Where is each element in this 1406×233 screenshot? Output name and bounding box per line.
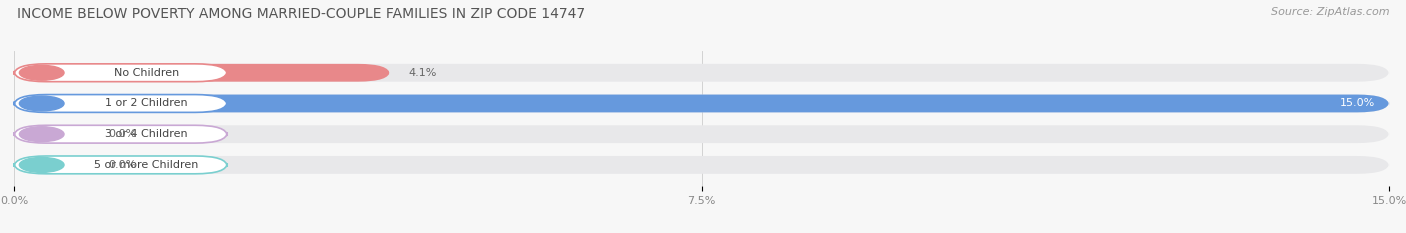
Text: 1 or 2 Children: 1 or 2 Children bbox=[105, 99, 187, 109]
Text: No Children: No Children bbox=[114, 68, 179, 78]
FancyBboxPatch shape bbox=[14, 125, 1389, 143]
Text: 4.1%: 4.1% bbox=[408, 68, 437, 78]
FancyBboxPatch shape bbox=[14, 156, 228, 174]
Text: Source: ZipAtlas.com: Source: ZipAtlas.com bbox=[1271, 7, 1389, 17]
Text: 0.0%: 0.0% bbox=[108, 129, 136, 139]
Text: 15.0%: 15.0% bbox=[1340, 99, 1375, 109]
FancyBboxPatch shape bbox=[14, 125, 90, 143]
FancyBboxPatch shape bbox=[14, 156, 90, 174]
FancyBboxPatch shape bbox=[14, 156, 1389, 174]
Circle shape bbox=[20, 65, 65, 80]
FancyBboxPatch shape bbox=[14, 95, 228, 112]
FancyBboxPatch shape bbox=[14, 64, 1389, 82]
Circle shape bbox=[20, 158, 65, 172]
Text: 5 or more Children: 5 or more Children bbox=[94, 160, 198, 170]
Text: 0.0%: 0.0% bbox=[108, 160, 136, 170]
Text: 3 or 4 Children: 3 or 4 Children bbox=[105, 129, 187, 139]
FancyBboxPatch shape bbox=[14, 64, 228, 82]
Circle shape bbox=[20, 127, 65, 142]
FancyBboxPatch shape bbox=[14, 64, 389, 82]
Text: INCOME BELOW POVERTY AMONG MARRIED-COUPLE FAMILIES IN ZIP CODE 14747: INCOME BELOW POVERTY AMONG MARRIED-COUPL… bbox=[17, 7, 585, 21]
FancyBboxPatch shape bbox=[14, 95, 1389, 112]
FancyBboxPatch shape bbox=[14, 95, 1389, 112]
Circle shape bbox=[20, 96, 65, 111]
FancyBboxPatch shape bbox=[14, 125, 228, 143]
